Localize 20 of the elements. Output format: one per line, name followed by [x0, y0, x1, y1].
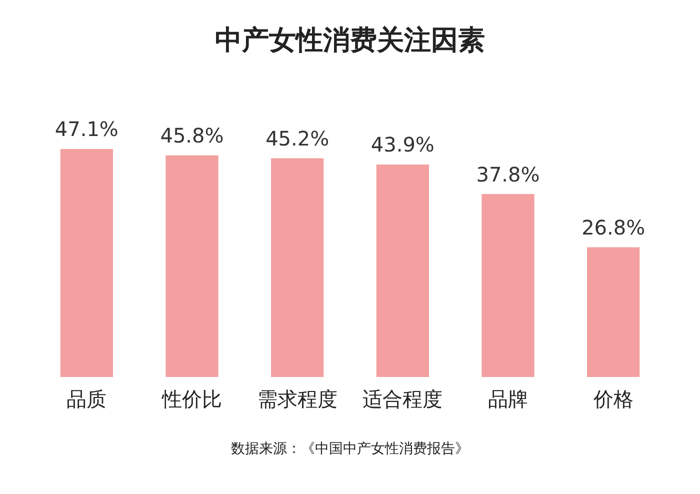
data-label: 45.2% [266, 126, 330, 150]
bar [587, 247, 640, 377]
bar [271, 158, 324, 377]
data-label: 43.9% [370, 132, 434, 157]
x-tick-label: 品质 [66, 387, 107, 412]
bar [376, 164, 429, 377]
data-label: 47.1% [54, 117, 118, 142]
x-tick-label: 价格 [592, 387, 634, 412]
bar [60, 149, 113, 377]
chart-title: 中产女性消费关注因素 [214, 24, 486, 58]
bar [166, 155, 218, 377]
x-tick-label: 需求程度 [257, 387, 338, 412]
x-tick-label: 适合程度 [362, 387, 443, 412]
x-tick-label: 性价比 [161, 387, 222, 412]
source-note: 数据来源：《中国中产女性消费报告》 [230, 440, 470, 458]
data-label: 37.8% [476, 162, 540, 186]
x-tick-label: 品牌 [488, 387, 528, 412]
data-label: 26.8% [582, 215, 646, 240]
bar [482, 194, 534, 377]
data-label: 45.8% [160, 124, 224, 148]
